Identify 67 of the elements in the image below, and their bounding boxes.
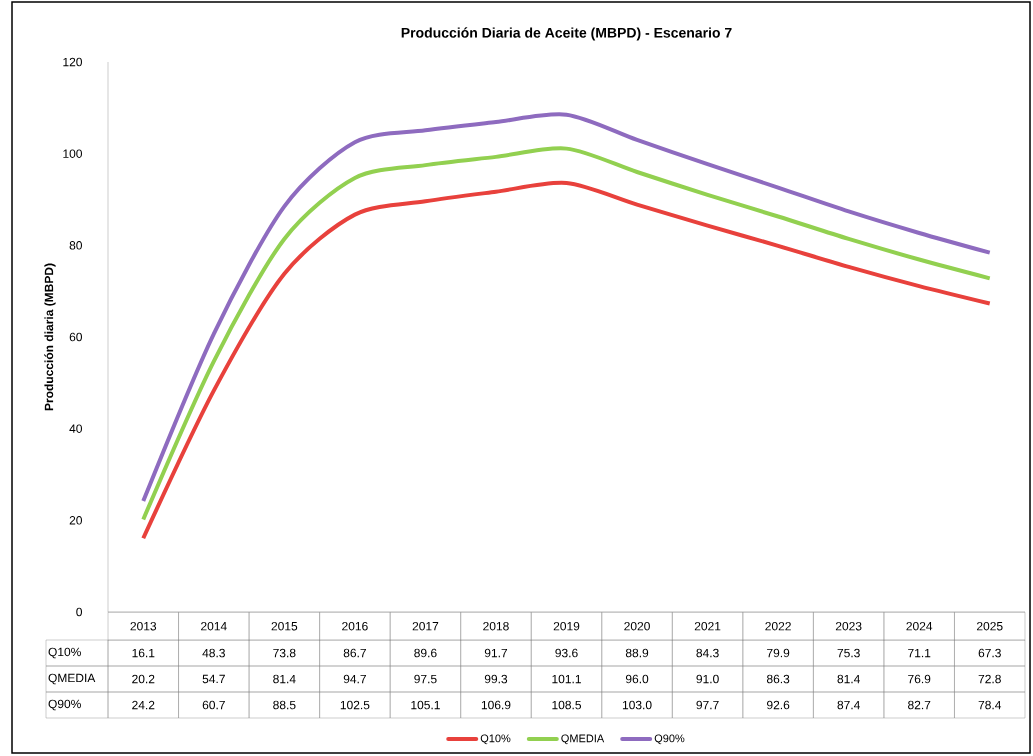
y-tick-label: 0 bbox=[76, 607, 83, 617]
data-label: 20.2 bbox=[132, 674, 155, 684]
data-label: 86.7 bbox=[343, 648, 366, 658]
x-tick-label: 2015 bbox=[271, 621, 298, 631]
data-label: 76.9 bbox=[908, 674, 931, 684]
y-tick-label: 40 bbox=[69, 424, 82, 433]
text: Q10% bbox=[48, 647, 81, 659]
x-tick-label: 2021 bbox=[694, 621, 721, 631]
data-label: 106.9 bbox=[481, 700, 511, 710]
data-label: 91.0 bbox=[696, 674, 719, 684]
data-label: 93.6 bbox=[555, 648, 578, 658]
data-label: 86.3 bbox=[766, 674, 790, 684]
text: Q90% bbox=[48, 699, 81, 711]
data-label: 89.6 bbox=[414, 648, 437, 658]
data-label: 71.1 bbox=[908, 648, 931, 658]
y-tick-label: 20 bbox=[69, 516, 82, 525]
data-label: 94.7 bbox=[343, 674, 366, 684]
data-label: 81.4 bbox=[837, 674, 860, 684]
x-tick-label: 2013 bbox=[130, 621, 157, 631]
data-label: 87.4 bbox=[837, 700, 860, 710]
text: QMEDIA bbox=[48, 673, 96, 685]
x-tick-label: 2025 bbox=[976, 621, 1003, 631]
y-tick-label: 80 bbox=[69, 241, 82, 250]
x-tick-label: 2023 bbox=[835, 621, 862, 631]
legend-label: QMEDIA bbox=[561, 734, 605, 745]
data-label: 99.3 bbox=[484, 674, 508, 684]
legend-label: Q10% bbox=[480, 734, 511, 745]
data-label: 78.4 bbox=[978, 700, 1002, 710]
x-tick-label: 2022 bbox=[765, 621, 791, 631]
data-label: 79.9 bbox=[767, 648, 790, 658]
data-label: 84.3 bbox=[696, 648, 719, 658]
data-label: 54.7 bbox=[202, 674, 225, 684]
data-label: 48.3 bbox=[202, 648, 225, 658]
data-label: 24.2 bbox=[132, 700, 155, 710]
y-tick-label: 60 bbox=[69, 332, 82, 342]
data-label: 97.7 bbox=[696, 700, 719, 710]
data-label: 16.1 bbox=[132, 648, 155, 658]
data-label: 103.0 bbox=[622, 700, 652, 710]
x-tick-label: 2014 bbox=[201, 621, 227, 631]
x-tick-label: 2016 bbox=[342, 621, 368, 631]
data-label: 60.7 bbox=[202, 700, 225, 710]
x-tick-label: 2017 bbox=[412, 621, 439, 631]
x-tick-label: 2018 bbox=[483, 621, 509, 631]
x-tick-label: 2019 bbox=[553, 621, 580, 631]
data-label: 81.4 bbox=[273, 674, 296, 684]
data-label: 82.7 bbox=[908, 700, 931, 710]
data-label: 101.1 bbox=[552, 674, 581, 684]
chart-title: Producción Diaria de Aceite (MBPD) - Escenario 7 bbox=[401, 27, 732, 41]
data-label: 75.3 bbox=[837, 648, 860, 658]
y-tick-label: 100 bbox=[63, 149, 82, 158]
data-label: 105.1 bbox=[411, 700, 440, 710]
data-label: 102.5 bbox=[340, 700, 370, 710]
data-label: 88.9 bbox=[625, 648, 649, 658]
y-axis-title: Producción diaria (MBPD) bbox=[44, 263, 56, 411]
data-label: 108.5 bbox=[552, 700, 582, 710]
y-tick-label: 120 bbox=[63, 57, 82, 67]
x-tick-label: 2024 bbox=[906, 621, 933, 631]
data-label: 73.8 bbox=[273, 648, 296, 658]
legend-label: Q90% bbox=[654, 734, 685, 745]
data-label: 92.6 bbox=[767, 700, 790, 710]
data-label: 67.3 bbox=[978, 648, 1001, 658]
data-label: 96.0 bbox=[625, 674, 649, 684]
data-label: 72.8 bbox=[978, 674, 1001, 684]
data-label: 91.7 bbox=[484, 648, 508, 658]
data-label: 97.5 bbox=[414, 674, 437, 684]
data-label: 88.5 bbox=[273, 700, 296, 710]
x-tick-label: 2020 bbox=[624, 621, 650, 631]
